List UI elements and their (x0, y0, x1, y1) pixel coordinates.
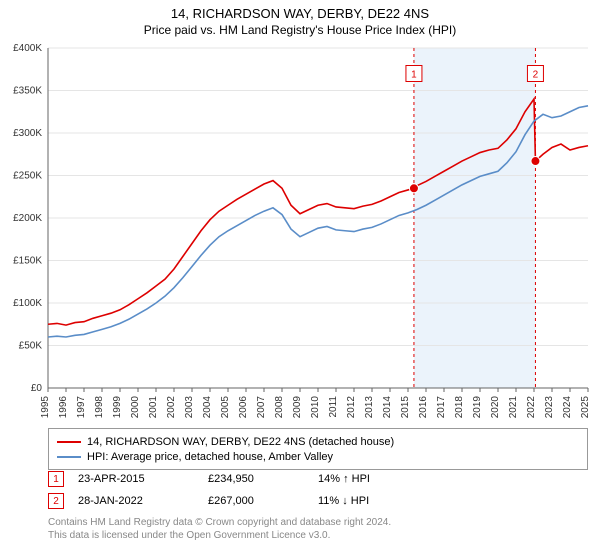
svg-text:2025: 2025 (580, 396, 591, 419)
page-subtitle: Price paid vs. HM Land Registry's House … (0, 21, 600, 37)
svg-text:2008: 2008 (274, 396, 285, 419)
svg-text:£200K: £200K (13, 213, 42, 224)
legend: 14, RICHARDSON WAY, DERBY, DE22 4NS (det… (48, 428, 588, 470)
svg-text:2009: 2009 (292, 396, 303, 419)
svg-text:2022: 2022 (526, 396, 537, 419)
legend-label: 14, RICHARDSON WAY, DERBY, DE22 4NS (det… (87, 436, 394, 448)
svg-text:£250K: £250K (13, 171, 42, 182)
svg-text:£150K: £150K (13, 256, 42, 267)
svg-text:£400K: £400K (13, 43, 42, 54)
svg-text:2011: 2011 (328, 396, 339, 418)
svg-text:2020: 2020 (490, 396, 501, 419)
sale-marker: 2 (48, 493, 64, 509)
svg-text:2019: 2019 (472, 396, 483, 419)
svg-text:1999: 1999 (112, 396, 123, 419)
sale-row: 1 23-APR-2015£234,95014% ↑ HPI (48, 468, 588, 490)
sale-marker: 1 (48, 471, 64, 487)
svg-text:1996: 1996 (58, 396, 69, 419)
footer-line: Contains HM Land Registry data © Crown c… (48, 516, 588, 529)
svg-text:1998: 1998 (94, 396, 105, 419)
page-title: 14, RICHARDSON WAY, DERBY, DE22 4NS (0, 0, 600, 21)
legend-label: HPI: Average price, detached house, Ambe… (87, 451, 333, 463)
svg-text:2005: 2005 (220, 396, 231, 419)
svg-text:2003: 2003 (184, 396, 195, 419)
legend-item: HPI: Average price, detached house, Ambe… (57, 449, 579, 464)
price-chart: £0£50K£100K£150K£200K£250K£300K£350K£400… (48, 48, 588, 388)
sales-table: 1 23-APR-2015£234,95014% ↑ HPI 2 28-JAN-202… (48, 468, 588, 512)
footer-attribution: Contains HM Land Registry data © Crown c… (48, 516, 588, 542)
svg-text:2000: 2000 (130, 396, 141, 419)
svg-text:2002: 2002 (166, 396, 177, 419)
footer-line: This data is licensed under the Open Gov… (48, 529, 588, 542)
svg-text:£300K: £300K (13, 128, 42, 139)
svg-text:2010: 2010 (310, 396, 321, 419)
sale-row: 2 28-JAN-2022£267,00011% ↓ HPI (48, 490, 588, 512)
sale-delta: 11% ↓ HPI (318, 495, 418, 507)
svg-text:2018: 2018 (454, 396, 465, 419)
svg-text:1995: 1995 (40, 396, 51, 419)
svg-text:2001: 2001 (148, 396, 159, 419)
sale-price: £234,950 (208, 473, 318, 485)
svg-text:2014: 2014 (382, 396, 393, 419)
svg-text:2: 2 (533, 70, 539, 81)
svg-text:2004: 2004 (202, 396, 213, 419)
svg-text:£50K: £50K (19, 341, 43, 352)
svg-text:2007: 2007 (256, 396, 267, 419)
svg-text:2023: 2023 (544, 396, 555, 419)
svg-text:£100K: £100K (13, 298, 42, 309)
legend-item: 14, RICHARDSON WAY, DERBY, DE22 4NS (det… (57, 434, 579, 449)
legend-swatch (57, 441, 81, 443)
sale-date: 28-JAN-2022 (78, 495, 208, 507)
svg-text:2013: 2013 (364, 396, 375, 419)
svg-text:2016: 2016 (418, 396, 429, 419)
svg-text:£0: £0 (31, 383, 43, 394)
svg-text:2012: 2012 (346, 396, 357, 419)
legend-swatch (57, 456, 81, 458)
svg-text:2021: 2021 (508, 396, 519, 419)
svg-text:2015: 2015 (400, 396, 411, 419)
svg-text:2006: 2006 (238, 396, 249, 419)
sale-date: 23-APR-2015 (78, 473, 208, 485)
chart-container: 14, RICHARDSON WAY, DERBY, DE22 4NS Pric… (0, 0, 600, 560)
svg-text:2024: 2024 (562, 396, 573, 419)
svg-text:2017: 2017 (436, 396, 447, 419)
svg-text:£350K: £350K (13, 86, 42, 97)
svg-text:1: 1 (411, 70, 417, 81)
sale-delta: 14% ↑ HPI (318, 473, 418, 485)
svg-text:1997: 1997 (76, 396, 87, 419)
sale-price: £267,000 (208, 495, 318, 507)
